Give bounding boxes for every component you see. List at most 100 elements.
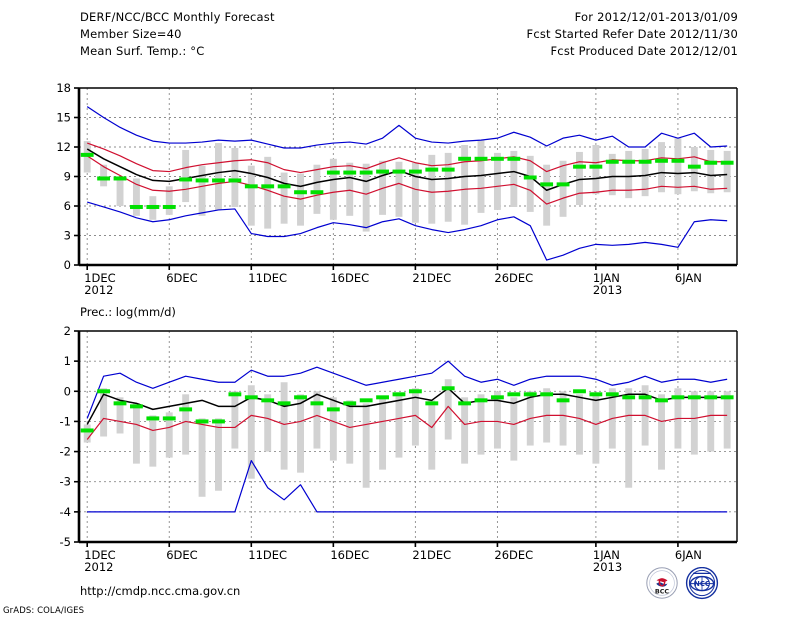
spread-bar [379,397,387,470]
series-line-maximum [86,360,728,419]
spread-bar [592,145,600,195]
spread-bar [674,138,682,195]
x-tick-label: 1DEC [84,548,115,562]
spread-bar [707,391,715,452]
spread-bar [83,424,91,443]
spread-bar [723,391,731,449]
spread-bar [625,150,633,199]
y-tick-label: -4 [60,505,71,519]
spread-bar [428,400,436,470]
spread-bar [510,150,518,207]
y-tick-label: -2 [60,445,71,459]
spread-bar [493,152,501,210]
x-tick-label: 1JAN [593,548,620,562]
grads-credit: GrADS: COLA/IGES [3,606,85,616]
logo-group: BCC NCC [645,567,750,601]
x-tick-label: 1JAN [593,271,620,285]
observed-marks [80,152,734,209]
ncc-logo: NCC [685,567,719,600]
x-tick-label: 16DEC [330,271,369,285]
spread-bar [477,140,485,213]
spread-bar [411,388,419,446]
spread-bar [132,403,140,464]
spread-bar [625,388,633,488]
spread-bar [707,149,715,194]
spread-bar [100,388,108,437]
plot-frame [77,330,738,544]
spread-bar [477,394,485,455]
y-tick-label: 2 [64,324,71,338]
spread-bar [362,163,370,232]
spread-bar [182,394,190,455]
spread-bar [149,415,157,467]
bcc-logo: BCC [646,567,678,599]
spread-bar [444,152,452,222]
series-line-lower-quartile [86,155,728,205]
y-tick-label: 1 [64,354,71,368]
spread-bar [543,164,551,226]
series-line-ensemble-mean [86,148,728,192]
spread-bar [346,400,354,464]
spread-bar [280,172,288,224]
x-tick-label: 6DEC [166,271,197,285]
spread-bar [723,150,731,193]
spread-bar [165,412,173,458]
spread-bar [198,165,206,216]
spread-bar [411,162,419,223]
x-tick-label: 21DEC [412,271,451,285]
spread-bar [559,391,567,446]
spread-bar [690,391,698,455]
observed-marks [80,386,734,433]
y-tick-label: 3 [64,229,71,243]
spread-bar [395,394,403,458]
series-line-upper-quartile [87,142,728,174]
page-title: DERF/NCC/BCC Monthly Forecast [80,10,275,24]
x-tick-label: 6JAN [675,271,702,285]
x-tick-sublabel: 2012 [84,283,113,297]
spread-bar [116,397,124,434]
precipitation-chart-panel: -5 -4 -3 -2 -1 0 1 2 1DEC 2012 6DEC 11DEC 16DEC 21DEC… [0,322,800,572]
forecast-produced-label: Fcst Produced Date 2012/12/01 [550,44,738,58]
x-tick-label: 16DEC [330,548,369,562]
variable-label-temperature: Mean Surf. Temp.: °C [80,44,205,58]
x-tick-label: 11DEC [248,548,287,562]
spread-bar [280,382,288,470]
spread-bar [116,176,124,206]
spread-bar [247,385,255,479]
spread-bar [231,391,239,449]
spread-bar [658,394,665,470]
spread-bar [641,148,649,197]
spread-bar [313,391,321,449]
temperature-chart-panel: 0 3 6 9 12 15 18 1DEC 2012 6DEC 11DEC 16DEC 21DEC 26D… [0,80,800,305]
source-url[interactable]: http://cmdp.ncc.cma.gov.cn [80,584,241,598]
series-line-lower-quartile [86,405,728,440]
y-axis-ticks: -5 -4 -3 -2 -1 0 1 2 [60,324,79,549]
spread-bar [461,397,469,464]
variable-label-precipitation: Prec.: log(mm/d) [80,305,176,319]
series-line-ensemble-mean [86,387,728,425]
spread-bar [215,143,222,210]
spread-bar [461,145,469,225]
spread-bar [100,164,108,187]
y-tick-label: 15 [56,111,71,125]
series-group [86,360,728,513]
spread-bar [165,186,173,215]
series-line-minimum [87,201,728,261]
x-tick-sublabel: 2012 [84,560,113,572]
spread-bar [346,162,354,216]
y-tick-label: -5 [60,535,71,549]
series-line-minimum [87,460,728,513]
spread-bar [215,418,222,491]
spread-bar [444,379,452,440]
spread-bar [576,394,583,455]
spread-bar [362,403,370,488]
spread-bar [510,397,518,461]
spread-bar [182,149,190,203]
x-tick-label: 6JAN [675,548,702,562]
y-tick-label: 9 [64,170,71,184]
x-tick-sublabel: 2013 [593,560,622,572]
y-tick-label: 6 [64,199,71,213]
x-tick-label: 21DEC [412,548,451,562]
